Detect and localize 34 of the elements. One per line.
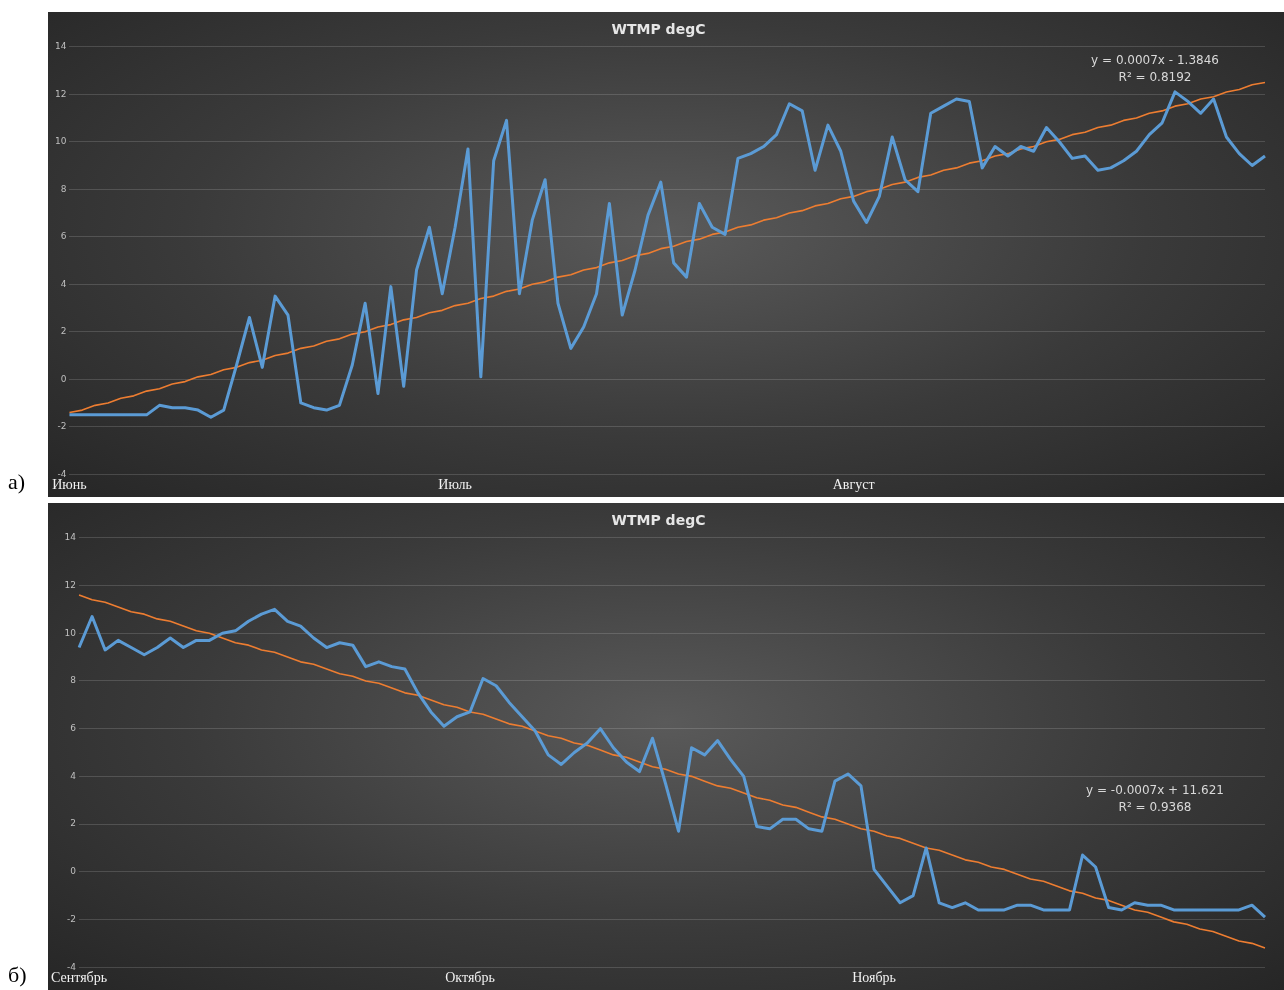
y-tick-label: 10 [55, 136, 67, 147]
y-tick-label: 14 [64, 532, 77, 543]
y-tick-label: 8 [60, 183, 67, 194]
y-tick-label: -2 [67, 913, 77, 924]
y-tick-label: 12 [64, 579, 77, 590]
x-tick-label: Июль [438, 477, 472, 493]
y-tick-label: 6 [60, 231, 67, 242]
annotation: y = 0.0007x - 1.3846 [1091, 53, 1219, 68]
x-tick-label: Июнь [52, 477, 87, 493]
annotation: R² = 0.8192 [1118, 70, 1192, 85]
text: а) [8, 469, 26, 495]
y-tick-label: 4 [70, 770, 77, 781]
y-tick-label: -4 [57, 468, 67, 479]
text: б) [8, 962, 27, 988]
y-tick-label: 2 [60, 326, 67, 337]
y-tick-label: 6 [70, 722, 77, 733]
chart-title: WTMP degC [611, 512, 706, 529]
y-tick-label: 8 [70, 675, 77, 686]
chart-title: WTMP degC [611, 21, 706, 38]
x-tick-label: Октябрь [445, 970, 495, 986]
x-tick-label: Сентябрь [50, 970, 108, 986]
y-tick-label: -4 [67, 961, 77, 972]
y-tick-label: -2 [57, 421, 67, 432]
x-tick-label: Август [832, 477, 875, 493]
y-tick-label: 0 [60, 373, 67, 384]
x-tick-label: Ноябрь [852, 970, 896, 986]
annotation: y = -0.0007x + 11.621 [1086, 782, 1224, 797]
y-tick-label: 4 [60, 278, 67, 289]
y-tick-label: 12 [55, 88, 67, 99]
y-tick-label: 0 [70, 866, 77, 877]
y-tick-label: 2 [70, 818, 77, 829]
y-tick-label: 14 [55, 41, 67, 52]
annotation: R² = 0.9368 [1118, 799, 1192, 814]
y-tick-label: 10 [64, 627, 77, 638]
